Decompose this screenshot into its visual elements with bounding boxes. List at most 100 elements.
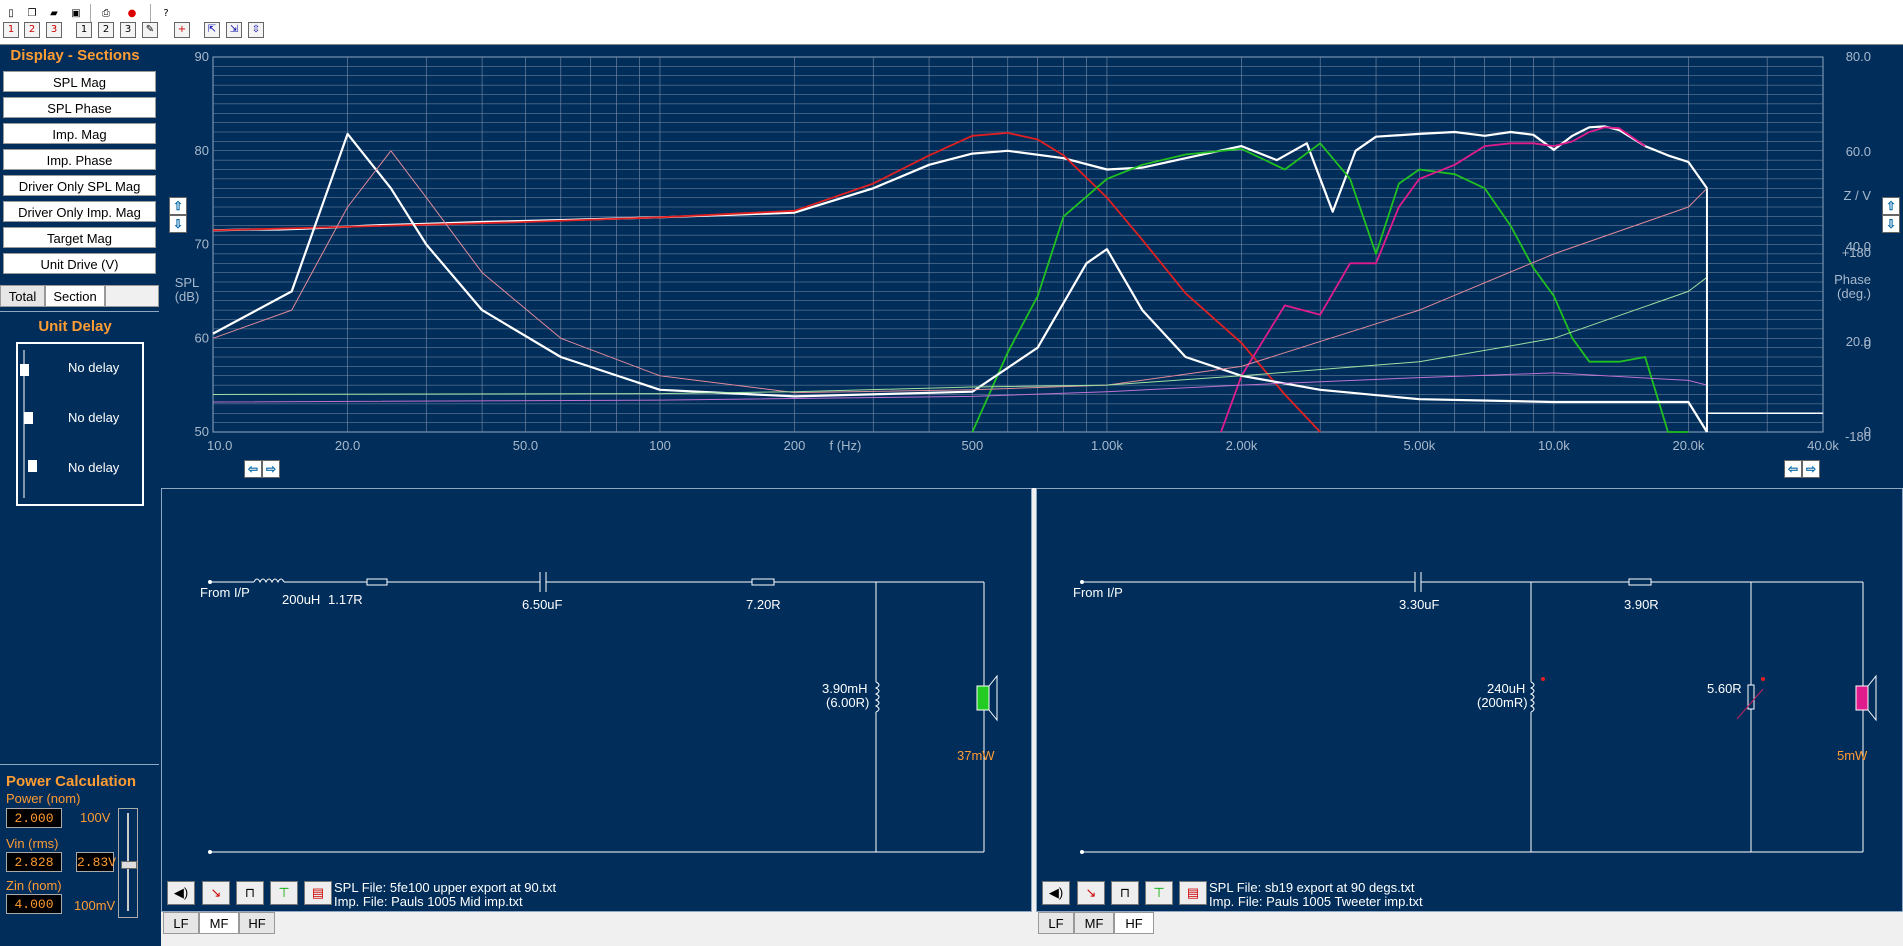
print-icon[interactable]: ⎙ (102, 8, 110, 19)
series-line (971, 142, 1689, 433)
hf-spl-file: SPL File: sb19 export at 90 degs.txt (1209, 880, 1415, 895)
mf-network-button[interactable]: ⊤ (270, 881, 298, 905)
x-tick-label: 50.0 (513, 438, 538, 453)
hf-capacitor-label[interactable]: 3.30uF (1399, 597, 1440, 612)
mf-l2-r-label[interactable]: (6.00R) (826, 695, 870, 710)
hf-r2-label[interactable]: 5.60R (1707, 681, 1742, 696)
section1-icon[interactable]: 1 (76, 22, 92, 38)
driver-imp-mag-button[interactable]: Driver Only Imp. Mag (3, 201, 156, 222)
x-tick-label: 2.00k (1226, 438, 1258, 453)
phase-axis-label: (deg.) (1837, 286, 1871, 301)
pan-left-right-button[interactable]: ⇦ (1784, 460, 1802, 478)
hf-from-ip-label: From I/P (1073, 585, 1123, 600)
hf-r1-label[interactable]: 3.90R (1624, 597, 1659, 612)
spl-mag-button[interactable]: SPL Mag (3, 71, 156, 92)
unit2-icon[interactable]: 2 (24, 22, 40, 38)
mf-driver-icon (976, 685, 990, 711)
x-tick-label: 40.0k (1807, 438, 1839, 453)
mf-spl-file: SPL File: 5fe100 upper export at 90.txt (334, 880, 557, 895)
hf-power-label: 5mW (1837, 748, 1868, 763)
tab-lf[interactable]: LF (1038, 912, 1074, 934)
hf-driver-button[interactable]: ◀) (1042, 881, 1070, 905)
scale-down-button[interactable]: ⇩ (169, 215, 187, 233)
unit1-icon[interactable]: 1 (3, 22, 19, 38)
tab-hf[interactable]: HF (239, 912, 275, 934)
color-icon[interactable]: ● (127, 8, 137, 19)
frequency-response-chart: 10.0 20.0 50.0 100 200 500 1.00k 2.00k 5.00k 10.0… (161, 45, 1903, 485)
section2-icon[interactable]: 2 (98, 22, 114, 38)
save-icon[interactable]: ▣ (71, 8, 81, 19)
hf-tabstrip: LF MF HF (1036, 912, 1903, 946)
copy-icon[interactable]: ❐ (27, 8, 37, 19)
series-line (212, 276, 1708, 395)
section3-icon[interactable]: 3 (120, 22, 136, 38)
y-tick-label: 80 (195, 143, 209, 158)
right-tick-label: 80.0 (1846, 49, 1871, 64)
mf-filter-button[interactable]: ⊓ (236, 881, 264, 905)
mf-power-label: 37mW (957, 748, 995, 763)
hf-probe-button[interactable]: ↘ (1077, 881, 1105, 905)
mf-r1-label[interactable]: 1.17R (328, 592, 363, 607)
unit3-icon[interactable]: 3 (46, 22, 62, 38)
power-nom-field[interactable]: 2.000 (6, 808, 62, 828)
x-tick-label: 20.0 (335, 438, 360, 453)
scale-up-button[interactable]: ⇧ (169, 197, 187, 215)
x-tick-label: 500 (962, 438, 984, 453)
right-scale-down-button[interactable]: ⇩ (1882, 215, 1900, 233)
y-tick-label: 90 (195, 49, 209, 64)
mf-l2-label[interactable]: 3.90mH (822, 681, 868, 696)
mf-crossover-panel: From I/P 200uH 1.17R 6.50uF 7.20R 3.90mH… (161, 488, 1032, 912)
mf-r2-label[interactable]: 7.20R (746, 597, 781, 612)
x-tick-label: 5.00k (1403, 438, 1435, 453)
hf-response-button[interactable]: ▤ (1179, 881, 1207, 905)
new-file-icon[interactable]: ▯ (8, 8, 14, 19)
mf-driver-button[interactable]: ◀) (167, 881, 195, 905)
mf-capacitor-label[interactable]: 6.50uF (522, 597, 563, 612)
tab-total[interactable]: Total (0, 285, 45, 307)
delay-label[interactable]: No delay (68, 410, 120, 425)
imp-mag-button[interactable]: Imp. Mag (3, 123, 156, 144)
mf-response-button[interactable]: ▤ (304, 881, 332, 905)
phase-tick-label: 0 (1864, 337, 1871, 352)
power-calc-title: Power Calculation (6, 773, 137, 790)
tab-lf[interactable]: LF (163, 912, 199, 934)
hf-l1-r-label[interactable]: (200mR) (1477, 695, 1528, 710)
export3-icon[interactable]: ⇳ (248, 22, 264, 38)
spl-phase-button[interactable]: SPL Phase (3, 97, 156, 118)
driver-spl-mag-button[interactable]: Driver Only SPL Mag (3, 175, 156, 196)
mf-schematic (208, 572, 998, 854)
edit-icon[interactable]: ✎ (142, 22, 158, 38)
delay-label[interactable]: No delay (68, 360, 120, 375)
delay-label[interactable]: No delay (68, 460, 120, 475)
tab-mf[interactable]: MF (1074, 912, 1114, 934)
unit-drive-button[interactable]: Unit Drive (V) (3, 253, 156, 274)
zin-field[interactable]: 4.000 (6, 894, 62, 914)
y-axis-label: SPL (175, 275, 200, 290)
right-scale-up-button[interactable]: ⇧ (1882, 197, 1900, 215)
pan-right-right-button[interactable]: ⇨ (1802, 460, 1820, 478)
hf-l1-label[interactable]: 240uH (1487, 681, 1526, 696)
tab-hf[interactable]: HF (1114, 912, 1154, 934)
open-folder-icon[interactable]: ▰ (50, 8, 58, 19)
pan-left-button[interactable]: ⇦ (244, 460, 262, 478)
help-icon[interactable]: ? (163, 8, 169, 19)
voltage-slider[interactable] (118, 808, 138, 918)
export1-icon[interactable]: ⇱ (204, 22, 220, 38)
series-line (212, 372, 1708, 403)
unit-delay-title: Unit Delay (38, 318, 112, 335)
tab-mf[interactable]: MF (199, 912, 239, 934)
hf-filter-button[interactable]: ⊓ (1111, 881, 1139, 905)
power-nom-label: Power (nom) (6, 791, 81, 806)
mf-probe-button[interactable]: ↘ (202, 881, 230, 905)
imp-phase-button[interactable]: Imp. Phase (3, 149, 156, 170)
export2-icon[interactable]: ⇲ (226, 22, 242, 38)
hf-imp-file: Imp. File: Pauls 1005 Tweeter imp.txt (1209, 894, 1423, 909)
pan-right-button[interactable]: ⇨ (262, 460, 280, 478)
tab-section[interactable]: Section (45, 285, 105, 307)
add-icon[interactable]: + (174, 22, 190, 38)
hf-network-button[interactable]: ⊤ (1145, 881, 1173, 905)
vin-field[interactable]: 2.828 (6, 852, 62, 872)
mf-inductor-label[interactable]: 200uH (282, 592, 321, 607)
target-mag-button[interactable]: Target Mag (3, 227, 156, 248)
slider-thumb[interactable] (121, 861, 137, 869)
